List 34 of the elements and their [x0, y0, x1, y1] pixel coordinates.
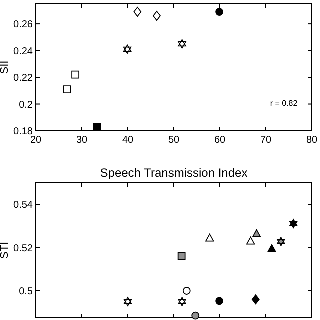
- x-tick-label: 60: [214, 135, 226, 146]
- x-tick-label: 80: [306, 135, 318, 146]
- x-tick-label: 20: [30, 135, 42, 146]
- point: [93, 123, 102, 131]
- x-tick-label: 40: [122, 135, 134, 146]
- y-axis-title: STI: [0, 242, 11, 260]
- point: [72, 70, 80, 79]
- y-tick-label: 0.5: [19, 286, 34, 298]
- annotation: r = 0.82: [270, 99, 298, 108]
- point: [134, 7, 142, 18]
- y-axis-title: SII: [0, 60, 11, 74]
- point: [268, 244, 276, 252]
- y-tick-label: 0.2: [19, 100, 34, 111]
- x-tick-label: 50: [168, 135, 180, 146]
- y-tick-label: 0.18: [14, 126, 34, 138]
- y-tick-label: 0.24: [14, 46, 34, 58]
- chart-title: Speech Transmission Index: [100, 166, 248, 180]
- point: [252, 294, 260, 305]
- x-tick-label: 30: [76, 135, 88, 146]
- y-tick-label: 0.54: [14, 200, 34, 212]
- point: [252, 230, 262, 238]
- x-tick-label: 70: [260, 135, 272, 146]
- point: [246, 236, 256, 245]
- y-tick-label: 0.52: [14, 243, 34, 254]
- point: [216, 297, 224, 306]
- y-tick-label: 0.26: [14, 20, 34, 31]
- point: [206, 234, 214, 242]
- point: [178, 252, 186, 260]
- y-tick-label: 0.22: [14, 73, 34, 84]
- point: [63, 86, 72, 94]
- point: [192, 312, 200, 320]
- point: [182, 287, 191, 295]
- point: [216, 8, 224, 16]
- point: [153, 11, 161, 22]
